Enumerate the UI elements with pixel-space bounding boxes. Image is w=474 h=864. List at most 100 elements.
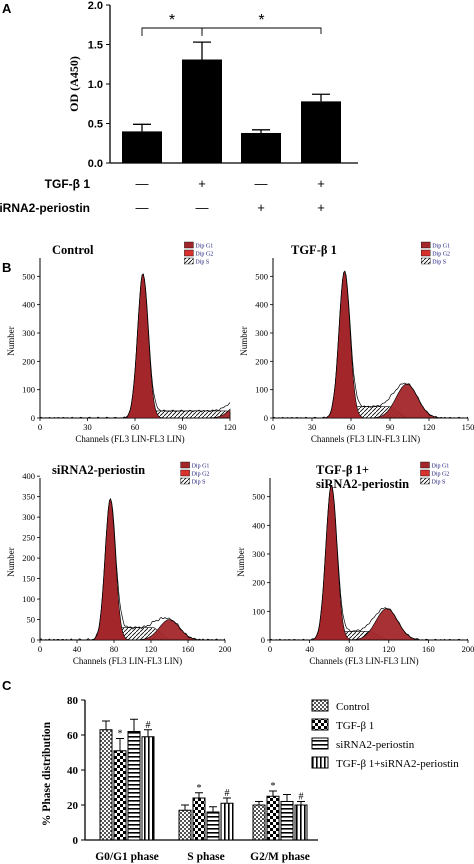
legend-swatch	[420, 461, 430, 469]
x-tick-label: 80	[110, 644, 119, 654]
y-tick-label: 1.0	[88, 79, 103, 91]
y-tick-label: 0	[261, 635, 265, 645]
y-tick-label: 0	[31, 413, 35, 423]
category-label: G2/M phase	[250, 851, 310, 863]
significance-star: *	[258, 12, 264, 29]
legend-swatch	[421, 257, 431, 265]
bar	[113, 750, 127, 841]
y-tick-label: 0	[264, 413, 268, 423]
x-tick-label: 0	[268, 644, 272, 654]
x-tick-label: 30	[308, 422, 317, 432]
x-tick-label: 90	[178, 422, 187, 432]
condition-sign: —	[255, 176, 268, 191]
panel-a-bar-chart: 0.0 0.5 1.0 1.5 2.0 OD (A450) * * TGF-β 1 — + — + siR…	[0, 0, 358, 215]
panel-c-label: C	[2, 678, 12, 693]
bar	[192, 797, 206, 841]
condition-sign: —	[196, 200, 209, 215]
y-axis-label: Number	[6, 326, 16, 356]
x-tick-label: 40	[305, 644, 314, 654]
significance-star: *	[169, 12, 175, 29]
y-tick-label: 500	[255, 271, 268, 281]
y-tick-label: 250	[22, 533, 35, 543]
bar	[178, 809, 192, 841]
legend-label: Dip G1	[195, 244, 213, 250]
g1-peak	[40, 273, 230, 419]
y-tick-label: 80	[67, 695, 79, 707]
legend-label: TGF-β 1	[336, 720, 374, 732]
legend-swatch	[180, 469, 190, 477]
histogram-2: 0 100 200 300 400 500 0 30 60 90 120 150 Channels (F…	[239, 241, 474, 444]
histogram-trace	[39, 273, 231, 419]
y-tick-label: 400	[22, 300, 35, 310]
x-tick-label: 200	[462, 644, 474, 654]
significance-mark: #	[146, 720, 151, 731]
legend-label: Dip S	[195, 260, 209, 266]
significance-mark: *	[118, 729, 123, 740]
histogram-trace	[39, 497, 226, 641]
histogram-title: TGF-β 1	[291, 243, 337, 257]
y-tick-label: 350	[22, 492, 35, 502]
panel-a-label: A	[2, 1, 12, 16]
y-tick-label: 2.0	[88, 0, 103, 12]
y-tick-label: 0.0	[88, 158, 103, 170]
y-tick-label: 0.5	[88, 119, 103, 131]
legend-swatch	[311, 718, 329, 731]
x-tick-label: 40	[73, 644, 82, 654]
g1-peak	[270, 485, 468, 641]
legend-swatch	[184, 257, 194, 265]
y-tick-label: 1.5	[88, 40, 103, 52]
y-tick-label: 500	[252, 492, 265, 502]
legend-swatch	[180, 477, 190, 485]
y-tick-label: 300	[252, 549, 265, 559]
histogram-1: 0 100 200 300 400 500 0 30 60 90 120 Channels (FL3 …	[6, 241, 236, 444]
legend-label: TGF-β 1+siRNA2-periostin	[336, 758, 459, 770]
x-tick-label: 150	[462, 422, 474, 432]
condition-sign: +	[198, 176, 206, 191]
bar	[294, 804, 308, 841]
legend-swatch	[420, 469, 430, 477]
histogram-title: TGF-β 1+	[316, 463, 369, 477]
legend-swatch	[180, 461, 190, 469]
y-tick-label: 400	[22, 471, 35, 481]
g1-peak	[273, 270, 468, 419]
histogram-4: 0 100 200 300 400 500 0 40 80 120 160 200 Channels (…	[236, 461, 474, 666]
legend-label: Dip S	[431, 480, 445, 486]
y-tick-label: 300	[22, 328, 35, 338]
condition-sign: +	[257, 200, 265, 215]
legend-label: Dip G2	[432, 252, 450, 258]
y-tick-label: 0	[31, 635, 35, 645]
bar	[122, 131, 162, 163]
y-tick-label: 100	[252, 606, 265, 616]
x-tick-label: 90	[386, 422, 395, 432]
bar	[206, 811, 220, 841]
x-tick-label: 60	[131, 422, 140, 432]
y-axis-label: OD (A450)	[67, 56, 81, 112]
y-tick-label: 50	[27, 615, 36, 625]
histogram-trace	[272, 270, 469, 419]
y-axis-label: Number	[6, 547, 16, 577]
condition-sign: +	[317, 200, 325, 215]
condition-sign: +	[317, 176, 325, 191]
y-tick-label: 60	[67, 730, 79, 742]
significance-mark: #	[225, 788, 230, 799]
legend-label: Dip G1	[192, 464, 210, 470]
y-tick-label: 200	[255, 356, 268, 366]
histogram-trace	[269, 484, 469, 641]
s-phase-area	[40, 627, 225, 641]
g1-peak	[40, 498, 225, 641]
legend-label: Dip G2	[431, 472, 449, 478]
x-tick-label: 60	[347, 422, 356, 432]
condition-sign: —	[136, 176, 149, 191]
condition-sign: —	[136, 200, 149, 215]
x-axis-label: Channels (FL3 LIN-FL3 LIN)	[75, 434, 184, 444]
x-tick-label: 0	[38, 422, 42, 432]
x-tick-label: 200	[219, 644, 232, 654]
significance-bracket	[201, 27, 322, 36]
bar	[301, 101, 341, 163]
significance-mark: #	[299, 792, 304, 803]
bar	[252, 804, 266, 841]
y-tick-label: 400	[255, 300, 268, 310]
histogram-title: Control	[52, 243, 94, 257]
